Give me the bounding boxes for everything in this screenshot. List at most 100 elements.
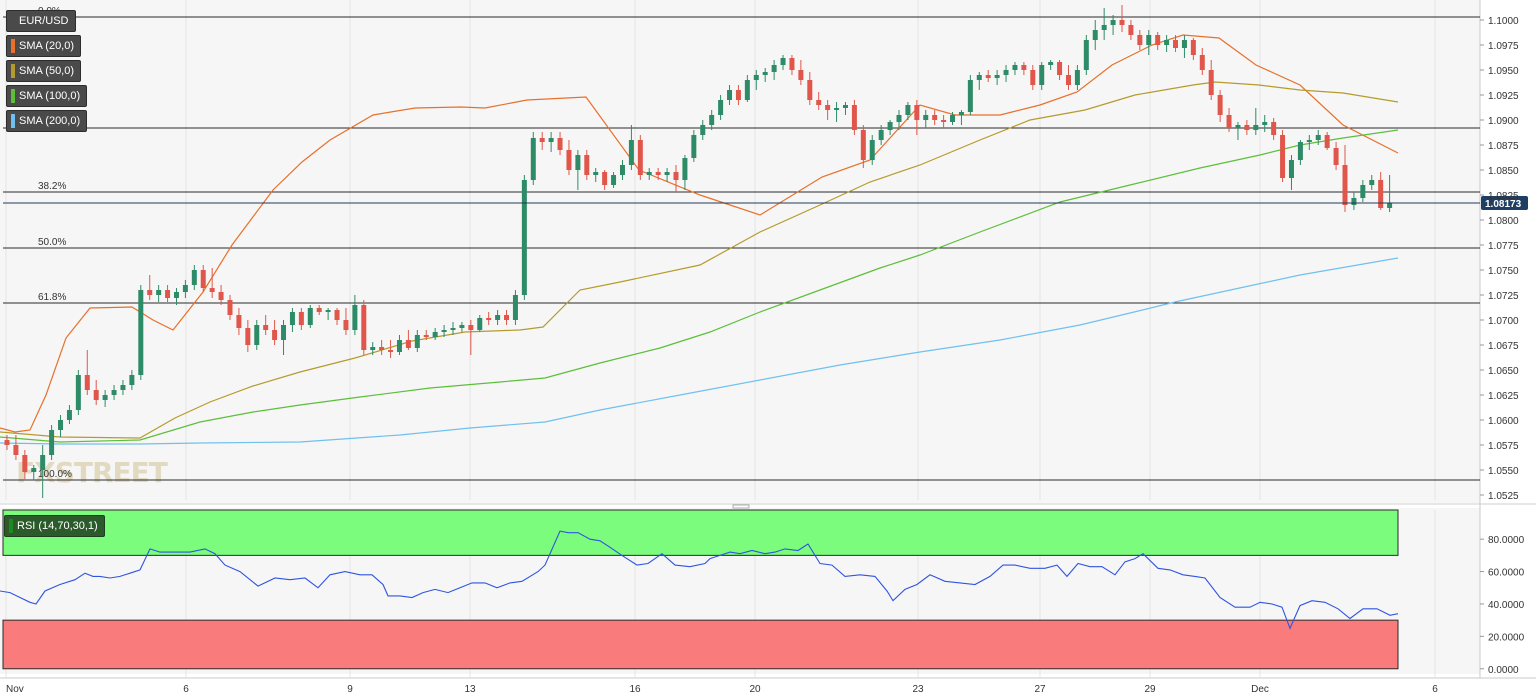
legend-item-sma-200-0[interactable]: SMA (200,0) bbox=[6, 110, 88, 132]
fib-label: 38.2% bbox=[38, 181, 66, 192]
candle bbox=[512, 290, 518, 325]
candle-body bbox=[1021, 65, 1027, 70]
candle-body bbox=[334, 310, 340, 320]
candle bbox=[396, 335, 402, 355]
y-tick-label: 1.0800 bbox=[1488, 216, 1519, 227]
candle bbox=[584, 150, 590, 180]
x-tick-label: 23 bbox=[912, 684, 924, 695]
x-tick-label: 29 bbox=[1144, 684, 1156, 695]
candle bbox=[780, 55, 786, 70]
candle-body bbox=[236, 315, 242, 328]
candle-body bbox=[388, 350, 394, 352]
candle bbox=[343, 308, 349, 335]
candle bbox=[530, 132, 536, 185]
candle bbox=[1253, 108, 1259, 135]
legend-item-rsi[interactable]: RSI (14,70,30,1) bbox=[4, 515, 105, 537]
candle-body bbox=[727, 90, 733, 100]
candle-body bbox=[1369, 180, 1375, 185]
rsi-y-tick-label: 0.0000 bbox=[1488, 665, 1519, 676]
candle-body bbox=[530, 138, 536, 180]
legend-label: SMA (200,0) bbox=[19, 115, 81, 127]
current-price-tag bbox=[1481, 196, 1528, 210]
x-tick-label: 27 bbox=[1034, 684, 1046, 695]
candle bbox=[994, 70, 1000, 85]
x-tick-label: 13 bbox=[464, 684, 476, 695]
candle bbox=[762, 68, 768, 82]
candle bbox=[129, 370, 135, 390]
candle-body bbox=[254, 325, 260, 345]
candle bbox=[173, 288, 179, 305]
candle bbox=[1092, 20, 1098, 50]
candle bbox=[1164, 35, 1170, 52]
candle-body bbox=[842, 105, 848, 108]
candle bbox=[718, 95, 724, 120]
candle-body bbox=[1387, 203, 1393, 208]
candle-body bbox=[941, 120, 947, 122]
candle bbox=[147, 275, 153, 300]
candle-body bbox=[539, 138, 545, 142]
candle bbox=[441, 325, 447, 337]
candle bbox=[700, 120, 706, 140]
candle bbox=[914, 100, 920, 135]
candle bbox=[156, 285, 162, 302]
candle-body bbox=[84, 375, 90, 390]
rsi-oversold-zone bbox=[2, 619, 1399, 670]
candle bbox=[209, 268, 215, 298]
candle bbox=[191, 265, 197, 290]
candle-body bbox=[450, 328, 456, 330]
candle bbox=[289, 308, 295, 332]
candle-body bbox=[548, 138, 554, 142]
candle bbox=[1012, 62, 1018, 75]
candle bbox=[486, 312, 492, 325]
candle-body bbox=[753, 75, 759, 80]
candle bbox=[628, 125, 634, 170]
legend-item-eur-usd[interactable]: EUR/USD bbox=[6, 10, 76, 32]
candle-body bbox=[1262, 122, 1268, 125]
candle bbox=[405, 330, 411, 350]
candle bbox=[1324, 132, 1330, 150]
candle bbox=[1074, 65, 1080, 90]
candle-body bbox=[1181, 40, 1187, 48]
candle-body bbox=[950, 115, 956, 122]
candle-body bbox=[521, 180, 527, 295]
candle bbox=[58, 415, 64, 437]
candle bbox=[637, 135, 643, 180]
candle-body bbox=[414, 335, 420, 348]
candle bbox=[771, 60, 777, 80]
candle bbox=[450, 322, 456, 335]
candle-body bbox=[495, 315, 501, 320]
legend-label: SMA (20,0) bbox=[19, 40, 75, 52]
candle bbox=[557, 132, 563, 155]
x-tick-label: 6 bbox=[183, 684, 189, 695]
candle-body bbox=[1128, 25, 1134, 35]
candle-body bbox=[646, 172, 652, 175]
candle-body bbox=[923, 115, 929, 120]
candle bbox=[370, 342, 376, 355]
candle bbox=[905, 102, 911, 120]
candle bbox=[459, 322, 465, 332]
legend-item-sma-50-0[interactable]: SMA (50,0) bbox=[6, 60, 82, 82]
pane-resize-handle[interactable] bbox=[732, 504, 750, 509]
candle-body bbox=[1065, 75, 1071, 85]
candle-body bbox=[370, 347, 376, 350]
candle-body bbox=[1378, 180, 1384, 208]
candle-body bbox=[1048, 62, 1054, 65]
legend-label: RSI (14,70,30,1) bbox=[17, 520, 98, 532]
candle-body bbox=[459, 325, 465, 328]
candle-body bbox=[1119, 20, 1125, 25]
candle-body bbox=[1110, 20, 1116, 25]
legend-item-sma-100-0[interactable]: SMA (100,0) bbox=[6, 85, 88, 107]
legend-swatch bbox=[9, 519, 13, 533]
candle bbox=[414, 330, 420, 352]
sma-line bbox=[0, 81, 1399, 439]
candle bbox=[111, 385, 117, 400]
legend-label: SMA (50,0) bbox=[19, 65, 75, 77]
candle bbox=[227, 295, 233, 320]
candle-body bbox=[825, 105, 831, 110]
candle bbox=[254, 320, 260, 350]
legend-item-sma-20-0[interactable]: SMA (20,0) bbox=[6, 35, 82, 57]
candle bbox=[878, 125, 884, 145]
candle-body bbox=[985, 75, 991, 78]
candle bbox=[521, 175, 527, 300]
